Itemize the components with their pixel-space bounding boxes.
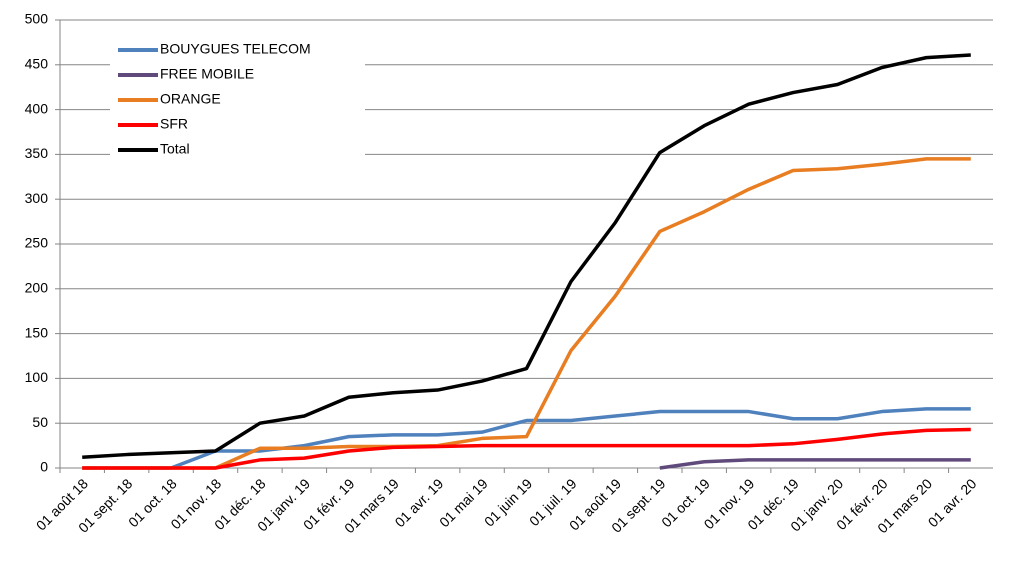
series-line <box>82 427 971 470</box>
legend-label: BOUYGUES TELECOM <box>160 41 311 57</box>
y-tick-label: 150 <box>25 324 49 340</box>
y-tick-label: 500 <box>25 11 49 27</box>
legend-label: SFR <box>160 116 188 132</box>
legend-label: FREE MOBILE <box>160 66 254 82</box>
series-line <box>82 407 971 470</box>
y-tick-label: 100 <box>25 369 49 385</box>
series-line <box>82 157 971 470</box>
series-line <box>82 53 971 459</box>
x-tick-label: 01 juin 19 <box>481 475 535 529</box>
x-tick-label: 01 avr. 20 <box>925 475 980 530</box>
y-tick-label: 450 <box>25 56 49 72</box>
y-tick-label: 200 <box>25 280 49 296</box>
legend-label: ORANGE <box>160 91 221 107</box>
y-tick-label: 300 <box>25 190 49 206</box>
series-line <box>659 458 971 470</box>
y-tick-label: 50 <box>32 414 48 430</box>
y-tick-label: 400 <box>25 100 49 116</box>
y-tick-label: 350 <box>25 145 49 161</box>
legend-label: Total <box>160 141 190 157</box>
y-tick-label: 0 <box>40 459 48 475</box>
x-tick-label: 01 mai 19 <box>436 475 491 530</box>
y-tick-label: 250 <box>25 235 49 251</box>
